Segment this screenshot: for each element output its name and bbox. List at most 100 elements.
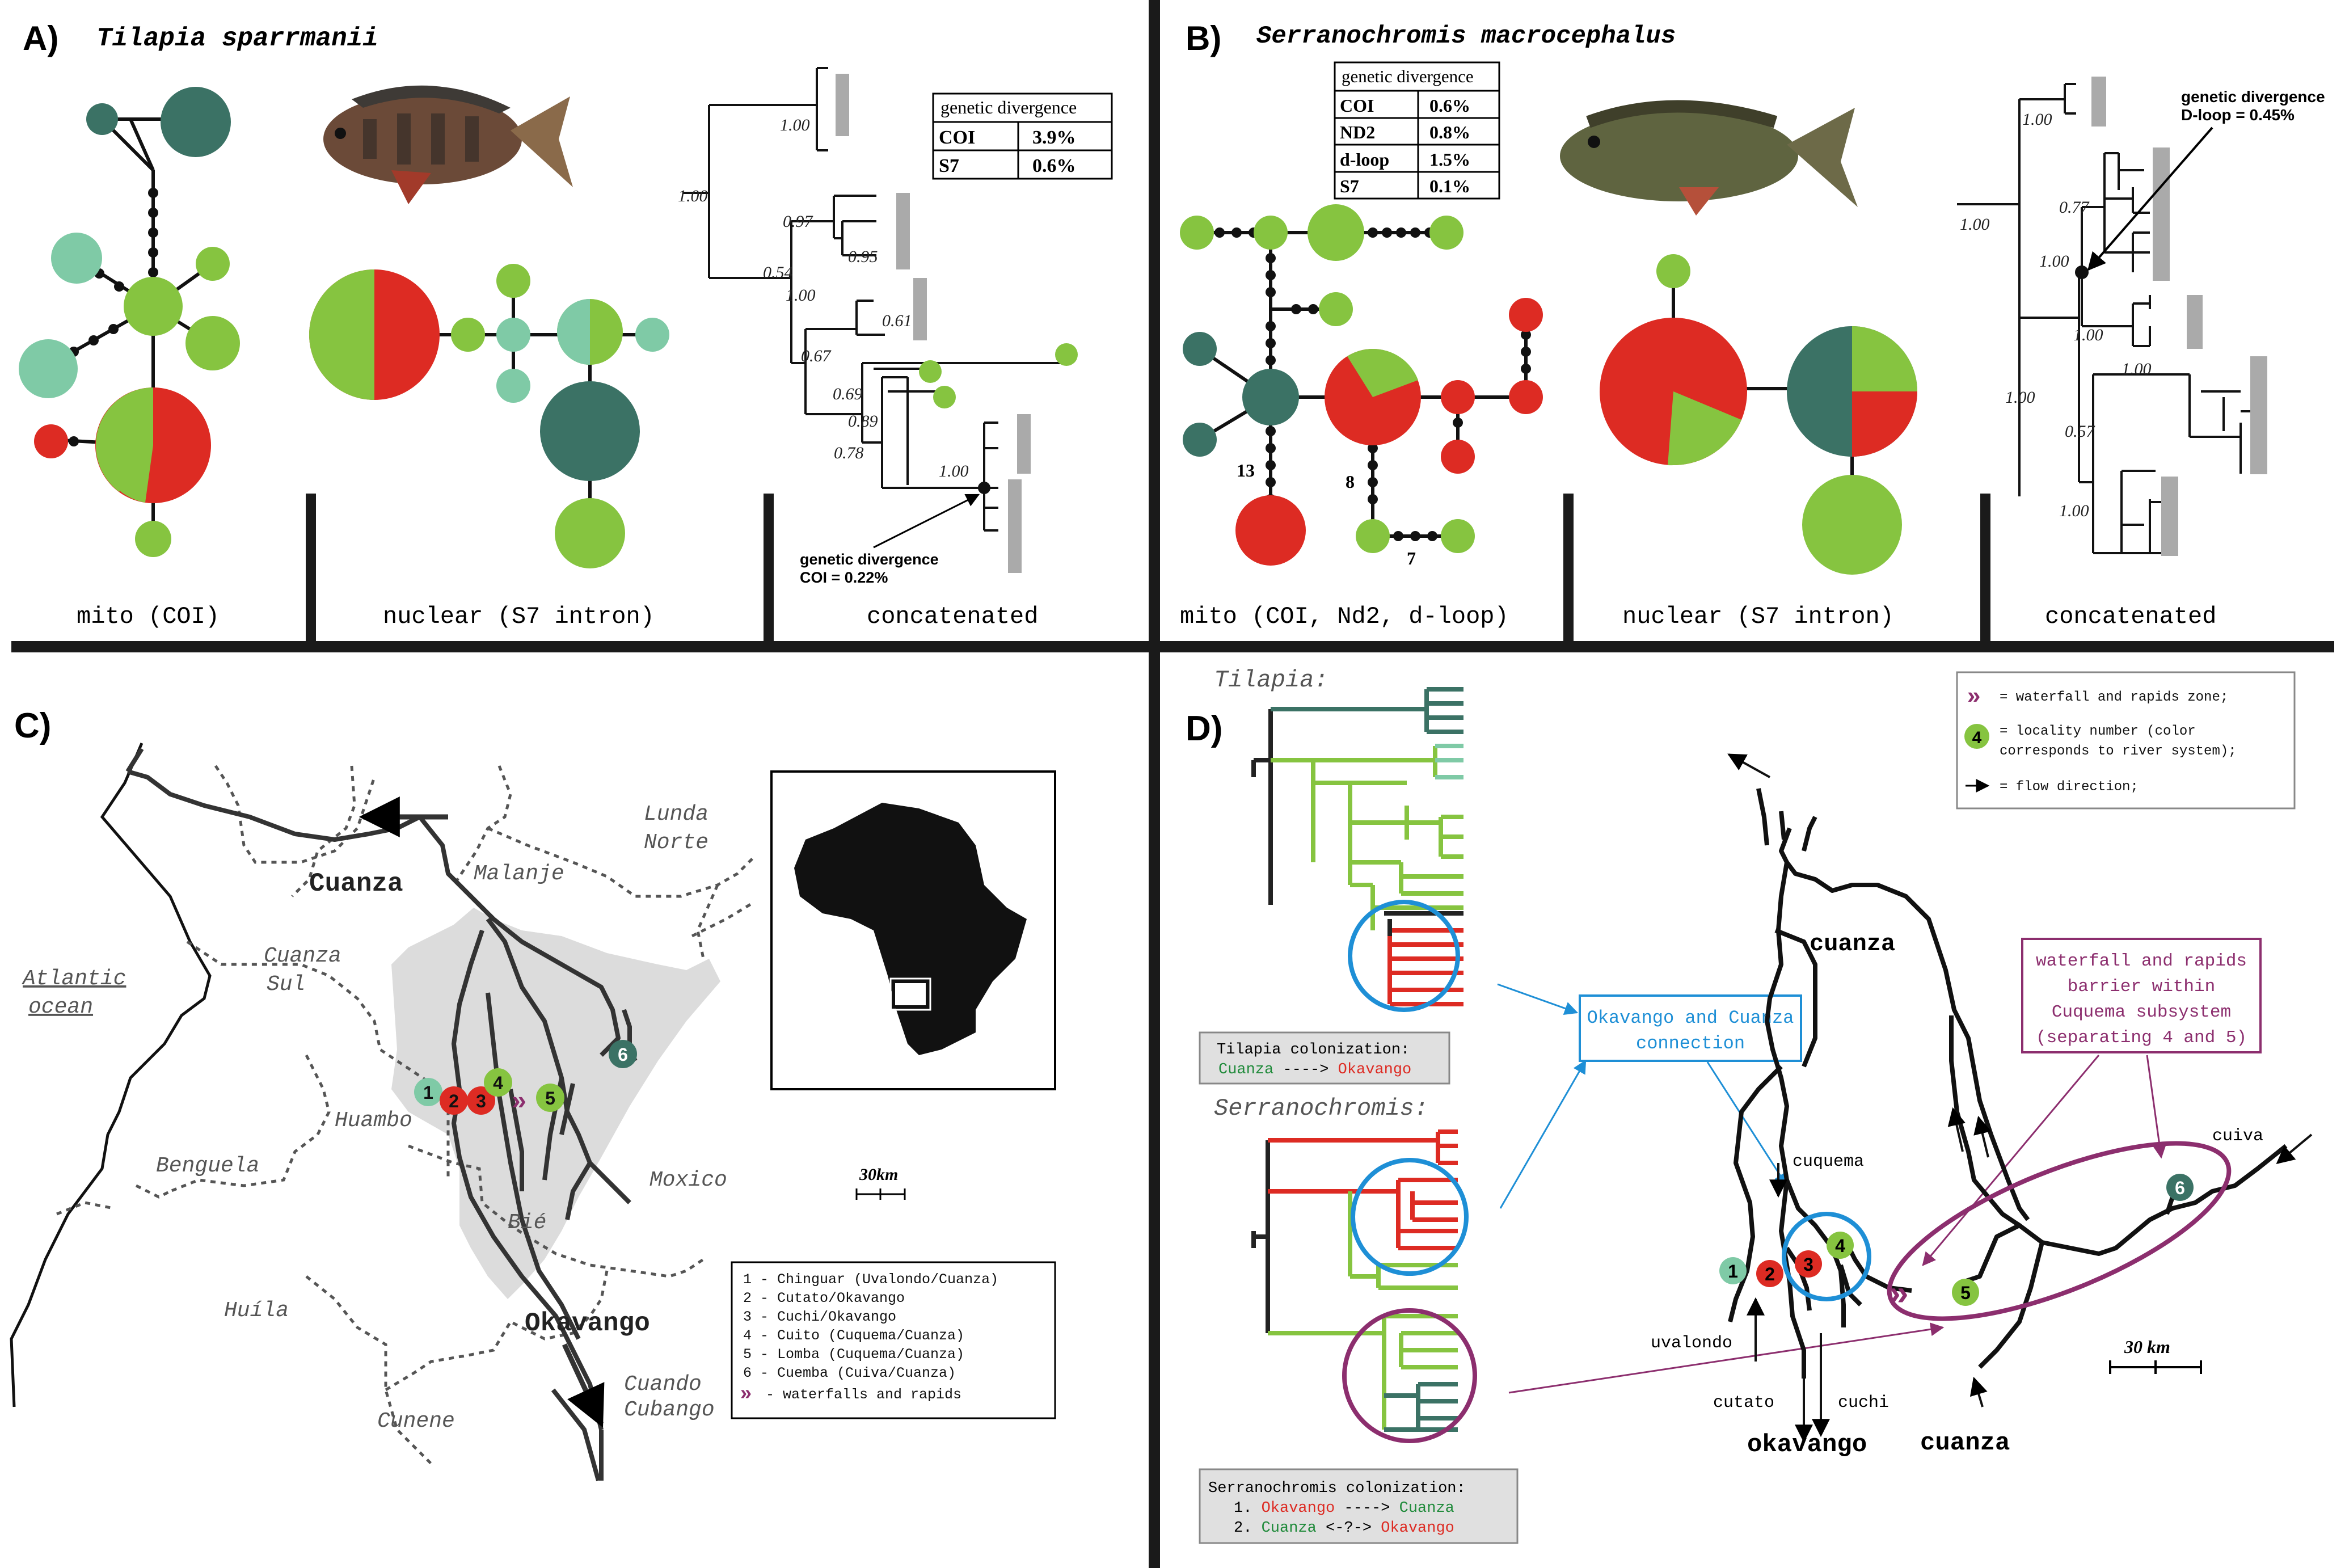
svg-text:1.5%: 1.5% bbox=[1429, 149, 1470, 170]
svg-text:2 - Cutato/Okavango: 2 - Cutato/Okavango bbox=[743, 1290, 905, 1306]
svg-text:okavango: okavango bbox=[1747, 1431, 1867, 1459]
svg-text:genetic divergence: genetic divergence bbox=[2181, 88, 2325, 106]
footer-a-nuclear: nuclear (S7 intron) bbox=[383, 603, 655, 630]
serranochromis-nuclear-network bbox=[1600, 254, 1917, 575]
svg-text:1.00: 1.00 bbox=[2073, 326, 2103, 344]
footer-b-mito: mito (COI, Nd2, d-loop) bbox=[1180, 603, 1509, 630]
svg-text:13: 13 bbox=[1237, 460, 1255, 480]
svg-text:cuquema: cuquema bbox=[1793, 1152, 1864, 1171]
svg-text:0.6%: 0.6% bbox=[1032, 155, 1076, 176]
svg-text:0.67: 0.67 bbox=[801, 347, 832, 365]
svg-text:1.00: 1.00 bbox=[2122, 360, 2152, 378]
footer-a-mito: mito (COI) bbox=[77, 603, 220, 630]
waterfall-marker-detail: » bbox=[1889, 1274, 1908, 1313]
svg-text:1.00: 1.00 bbox=[2005, 388, 2035, 407]
purple-arrows bbox=[1508, 1055, 2166, 1394]
panel-c: C) bbox=[10, 706, 1056, 1482]
tilapia-tree-support: 1.00 1.00 0.97 0.95 0.54 1.00 0.61 0.67 … bbox=[678, 116, 969, 480]
waterfall-marker-map: » bbox=[512, 1085, 526, 1115]
flow-arrow-map-okavango bbox=[562, 1343, 605, 1428]
river-network-detail bbox=[1728, 788, 2288, 1379]
svg-text:cuiva: cuiva bbox=[2212, 1127, 2263, 1146]
svg-text:ND2: ND2 bbox=[1340, 122, 1375, 142]
map-scale: 30km bbox=[855, 1165, 906, 1200]
tilapia-clade-circle bbox=[1348, 900, 1460, 1012]
serranochromis-mito-network: 13 8 7 bbox=[1180, 204, 1543, 568]
svg-text:4: 4 bbox=[1972, 728, 1982, 747]
tilapia-divergence-note: genetic divergence COI = 0.22% bbox=[800, 494, 980, 586]
svg-text:Cunene: Cunene bbox=[377, 1409, 455, 1434]
svg-text:3.9%: 3.9% bbox=[1032, 127, 1076, 148]
map-localities: 1 2 3 4 5 6 » bbox=[414, 1040, 637, 1115]
blue-arrows bbox=[1497, 983, 1788, 1209]
tilapia-divergence-table: genetic divergence COI 3.9% S7 0.6% bbox=[932, 92, 1113, 180]
svg-text:2: 2 bbox=[1765, 1264, 1775, 1284]
africa-inset bbox=[770, 770, 1056, 1090]
svg-text:Norte: Norte bbox=[644, 831, 708, 855]
barrier-ellipse bbox=[1887, 1141, 2232, 1321]
svg-text:uvalondo: uvalondo bbox=[1651, 1334, 1732, 1353]
table-a-header: genetic divergence bbox=[940, 97, 1077, 117]
panel-b-letter: B) bbox=[1186, 19, 1221, 57]
svg-text:Cuanza: Cuanza bbox=[264, 944, 341, 968]
tilapia-label: Tilapia: bbox=[1214, 667, 1328, 694]
svg-text:Okavango and Cuanza: Okavango and Cuanza bbox=[1587, 1008, 1794, 1029]
svg-text:4: 4 bbox=[1835, 1236, 1845, 1256]
svg-text:= flow direction;: = flow direction; bbox=[2000, 779, 2139, 795]
serranochromis-tree-bars bbox=[2091, 77, 2267, 556]
svg-text:S7: S7 bbox=[939, 155, 959, 176]
barrier-box: waterfall and rapids barrier within Cuqu… bbox=[2021, 938, 2262, 1053]
svg-text:d-loop: d-loop bbox=[1340, 149, 1389, 170]
svg-text:5: 5 bbox=[1960, 1283, 1971, 1303]
svg-text:connection: connection bbox=[1636, 1033, 1745, 1054]
svg-text:1 - Chinguar (Uvalondo/Cuanza): 1 - Chinguar (Uvalondo/Cuanza) bbox=[743, 1271, 998, 1288]
svg-text:0.97: 0.97 bbox=[783, 212, 814, 231]
panel-a-footer: mito (COI) nuclear (S7 intron) concatena… bbox=[77, 603, 1038, 630]
svg-text:Huambo: Huambo bbox=[335, 1108, 412, 1133]
panel-b: B) Serranochromis macrocephalus genetic … bbox=[1180, 19, 2325, 630]
svg-text:4: 4 bbox=[493, 1073, 503, 1093]
svg-text:Okavango: Okavango bbox=[525, 1309, 650, 1338]
svg-text:0.6%: 0.6% bbox=[1429, 95, 1470, 116]
svg-text:1.00: 1.00 bbox=[2039, 252, 2069, 271]
svg-text:Tilapia colonization:: Tilapia colonization: bbox=[1217, 1042, 1410, 1059]
svg-text:0.78: 0.78 bbox=[834, 444, 864, 462]
svg-text:Moxico: Moxico bbox=[649, 1168, 727, 1192]
svg-text:genetic divergence: genetic divergence bbox=[1342, 66, 1474, 86]
svg-text:0.77: 0.77 bbox=[2059, 198, 2090, 217]
svg-text:3: 3 bbox=[476, 1091, 486, 1111]
serranochromis-divergence-note: genetic divergence D-loop = 0.45% bbox=[2087, 88, 2325, 271]
connection-box: Okavango and Cuanza connection bbox=[1579, 994, 1802, 1062]
svg-text:3: 3 bbox=[1803, 1254, 1813, 1275]
svg-text:5: 5 bbox=[545, 1088, 555, 1108]
svg-text:ocean: ocean bbox=[28, 995, 93, 1019]
svg-text:Cuquema subsystem: Cuquema subsystem bbox=[2052, 1002, 2231, 1022]
svg-text:6: 6 bbox=[2175, 1178, 2185, 1198]
svg-text:0.57: 0.57 bbox=[2065, 422, 2096, 441]
svg-text:Cuanza: Cuanza bbox=[309, 869, 403, 899]
svg-text:cuanza: cuanza bbox=[1920, 1429, 2010, 1457]
svg-text:= waterfall and rapids zone;: = waterfall and rapids zone; bbox=[2000, 690, 2228, 705]
svg-text:Atlantic: Atlantic bbox=[22, 967, 126, 991]
panel-d: D) Tilapia: Serranochromis: Ti bbox=[1186, 667, 2313, 1544]
serranochromis-divergence-table: genetic divergence COI 0.6% ND2 0.8% d-l… bbox=[1334, 61, 1500, 200]
svg-text:Serranochromis colonization:: Serranochromis colonization: bbox=[1208, 1480, 1466, 1497]
footer-b-nuclear: nuclear (S7 intron) bbox=[1622, 603, 1894, 630]
svg-text:COI: COI bbox=[1340, 95, 1374, 116]
legend-waterfall-icon-d: » bbox=[1967, 682, 1980, 709]
panel-b-species: Serranochromis macrocephalus bbox=[1256, 22, 1676, 50]
svg-text:0.8%: 0.8% bbox=[1429, 122, 1470, 142]
svg-text:COI = 0.22%: COI = 0.22% bbox=[800, 569, 888, 586]
svg-text:1: 1 bbox=[1728, 1261, 1738, 1282]
svg-text:3 - Cuchi/Okavango: 3 - Cuchi/Okavango bbox=[743, 1309, 896, 1325]
svg-text:4 - Cuito (Cuquema/Cuanza): 4 - Cuito (Cuquema/Cuanza) bbox=[743, 1327, 964, 1344]
panel-dividers bbox=[11, 0, 2334, 1568]
svg-text:0.69: 0.69 bbox=[833, 385, 863, 403]
panel-b-footer: mito (COI, Nd2, d-loop) nuclear (S7 intr… bbox=[1180, 603, 2216, 630]
svg-text:Malanje: Malanje bbox=[474, 862, 564, 886]
svg-text:Cuanza ----> Okavango: Cuanza ----> Okavango bbox=[1218, 1061, 1411, 1078]
svg-text:S7: S7 bbox=[1340, 176, 1359, 196]
panel-a-species: Tilapia sparrmanii bbox=[96, 24, 378, 53]
serrano-colored-tree bbox=[1251, 1129, 1458, 1432]
